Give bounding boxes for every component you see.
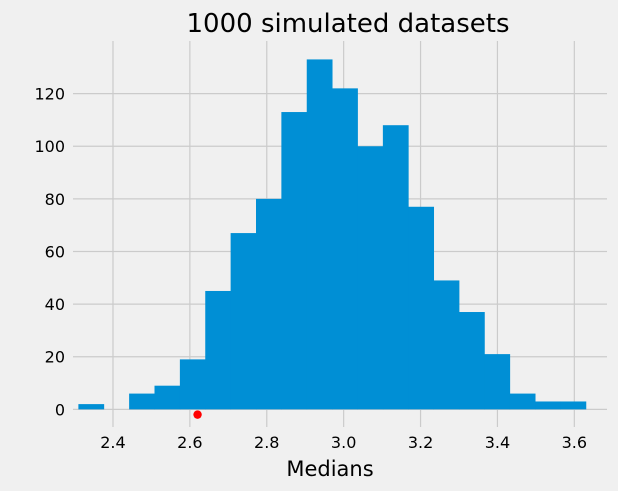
histogram-bar [281, 112, 308, 410]
histogram-bar [560, 401, 587, 410]
y-tick-label: 60 [45, 242, 65, 261]
histogram-bar [535, 401, 561, 410]
histogram-bar [179, 359, 206, 410]
red-dot-marker [193, 410, 202, 419]
histogram-bars [78, 59, 587, 410]
x-tick-label: 3.4 [485, 433, 510, 452]
histogram-bar [255, 198, 282, 410]
histogram-bar [484, 354, 511, 410]
histogram-bar [306, 59, 333, 410]
x-tick-labels: 2.4 2.6 2.8 3.0 3.2 3.4 3.6 [100, 433, 587, 452]
x-tick-label: 2.6 [177, 433, 202, 452]
histogram-bar [129, 393, 155, 410]
histogram-bar [205, 290, 232, 410]
markers [193, 410, 202, 419]
histogram-bar [332, 88, 358, 410]
y-tick-label: 100 [34, 137, 65, 156]
y-tick-labels: 0 20 40 60 80 100 120 [34, 85, 65, 420]
histogram-bar [382, 125, 409, 410]
histogram-bar [408, 206, 435, 410]
histogram-bar [357, 146, 384, 410]
x-tick-label: 3.2 [408, 433, 433, 452]
x-tick-label: 2.8 [254, 433, 279, 452]
x-tick-label: 3.0 [331, 433, 356, 452]
histogram-bar [78, 404, 105, 410]
chart-title: 1000 simulated datasets [187, 9, 510, 39]
y-tick-label: 120 [34, 85, 65, 104]
histogram-bar [154, 385, 181, 410]
x-tick-label: 3.6 [562, 433, 587, 452]
x-axis-label: Medians [286, 457, 373, 481]
histogram-bar [230, 233, 257, 410]
histogram-bar [509, 393, 536, 410]
y-tick-label: 0 [55, 400, 65, 419]
histogram-bar [458, 312, 485, 410]
x-tick-label: 2.4 [100, 433, 125, 452]
y-tick-label: 40 [45, 295, 65, 314]
y-tick-label: 20 [45, 348, 65, 367]
histogram-bar [433, 280, 460, 410]
y-tick-label: 80 [45, 190, 65, 209]
